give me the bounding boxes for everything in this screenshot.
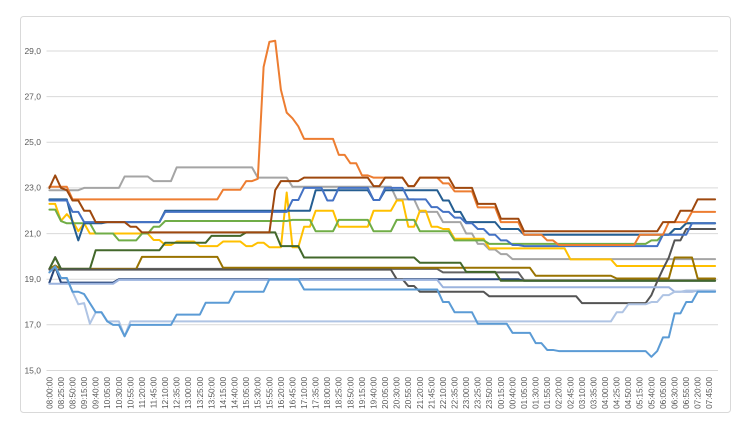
- svg-text:11:20:00: 11:20:00: [138, 377, 147, 409]
- svg-text:27,0: 27,0: [24, 91, 41, 101]
- svg-text:17:35:00: 17:35:00: [312, 377, 321, 409]
- svg-text:23,0: 23,0: [24, 183, 41, 193]
- svg-text:18:25:00: 18:25:00: [335, 377, 344, 409]
- svg-text:16:45:00: 16:45:00: [288, 377, 297, 409]
- svg-text:07:45:00: 07:45:00: [705, 377, 714, 409]
- svg-text:15:30:00: 15:30:00: [254, 377, 263, 409]
- svg-text:01:55:00: 01:55:00: [543, 377, 552, 409]
- svg-text:17:10:00: 17:10:00: [300, 377, 309, 409]
- svg-text:04:00:00: 04:00:00: [601, 377, 610, 409]
- svg-text:15:55:00: 15:55:00: [265, 377, 274, 409]
- svg-text:03:10:00: 03:10:00: [578, 377, 587, 409]
- svg-text:05:40:00: 05:40:00: [647, 377, 656, 409]
- svg-text:14:40:00: 14:40:00: [231, 377, 240, 409]
- svg-text:29,0: 29,0: [24, 46, 41, 56]
- svg-text:06:55:00: 06:55:00: [682, 377, 691, 409]
- svg-text:16:20:00: 16:20:00: [277, 377, 286, 409]
- svg-text:10:55:00: 10:55:00: [126, 377, 135, 409]
- svg-text:17,0: 17,0: [24, 320, 41, 330]
- svg-text:21,0: 21,0: [24, 228, 41, 238]
- svg-text:19,0: 19,0: [24, 274, 41, 284]
- svg-text:19:40:00: 19:40:00: [370, 377, 379, 409]
- svg-text:04:50:00: 04:50:00: [624, 377, 633, 409]
- svg-text:13:00:00: 13:00:00: [184, 377, 193, 409]
- svg-text:15:05:00: 15:05:00: [242, 377, 251, 409]
- svg-text:15,0: 15,0: [24, 365, 41, 375]
- svg-text:08:50:00: 08:50:00: [68, 377, 77, 409]
- svg-text:13:25:00: 13:25:00: [196, 377, 205, 409]
- svg-text:00:40:00: 00:40:00: [508, 377, 517, 409]
- svg-text:01:30:00: 01:30:00: [532, 377, 541, 409]
- svg-text:20:05:00: 20:05:00: [381, 377, 390, 409]
- svg-text:10:30:00: 10:30:00: [115, 377, 124, 409]
- svg-text:25,0: 25,0: [24, 137, 41, 147]
- svg-text:05:15:00: 05:15:00: [636, 377, 645, 409]
- svg-text:07:20:00: 07:20:00: [694, 377, 703, 409]
- svg-text:20:55:00: 20:55:00: [404, 377, 413, 409]
- svg-text:09:15:00: 09:15:00: [80, 377, 89, 409]
- svg-text:02:20:00: 02:20:00: [555, 377, 564, 409]
- svg-text:06:05:00: 06:05:00: [659, 377, 668, 409]
- svg-text:02:45:00: 02:45:00: [566, 377, 575, 409]
- svg-text:23:50:00: 23:50:00: [485, 377, 494, 409]
- svg-text:03:35:00: 03:35:00: [589, 377, 598, 409]
- svg-text:08:00:00: 08:00:00: [45, 377, 54, 409]
- svg-text:13:50:00: 13:50:00: [207, 377, 216, 409]
- svg-text:22:35:00: 22:35:00: [451, 377, 460, 409]
- svg-text:14:15:00: 14:15:00: [219, 377, 228, 409]
- svg-text:06:30:00: 06:30:00: [671, 377, 680, 409]
- svg-text:19:15:00: 19:15:00: [358, 377, 367, 409]
- svg-text:23:00:00: 23:00:00: [462, 377, 471, 409]
- svg-text:09:40:00: 09:40:00: [92, 377, 101, 409]
- svg-text:12:35:00: 12:35:00: [173, 377, 182, 409]
- svg-text:04:25:00: 04:25:00: [613, 377, 622, 409]
- svg-text:11:45:00: 11:45:00: [150, 377, 159, 409]
- svg-text:20:30:00: 20:30:00: [393, 377, 402, 409]
- svg-text:18:00:00: 18:00:00: [323, 377, 332, 409]
- svg-text:22:10:00: 22:10:00: [439, 377, 448, 409]
- svg-text:18:50:00: 18:50:00: [346, 377, 355, 409]
- svg-text:21:20:00: 21:20:00: [416, 377, 425, 409]
- svg-text:10:05:00: 10:05:00: [103, 377, 112, 409]
- svg-text:12:10:00: 12:10:00: [161, 377, 170, 409]
- svg-text:21:45:00: 21:45:00: [427, 377, 436, 409]
- svg-text:23:25:00: 23:25:00: [474, 377, 483, 409]
- svg-text:00:15:00: 00:15:00: [497, 377, 506, 409]
- svg-text:08:25:00: 08:25:00: [57, 377, 66, 409]
- svg-text:01:05:00: 01:05:00: [520, 377, 529, 409]
